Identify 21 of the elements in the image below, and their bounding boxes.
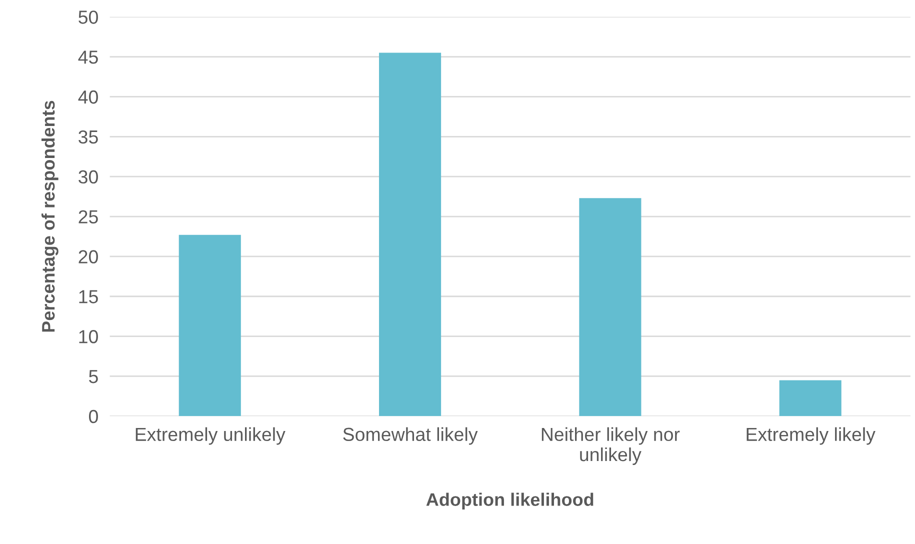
y-tick-label: 25 bbox=[78, 210, 98, 224]
y-tick-label: 20 bbox=[78, 250, 98, 264]
bar bbox=[379, 52, 442, 416]
y-tick-label: 30 bbox=[78, 170, 98, 184]
y-tick-label: 10 bbox=[79, 330, 98, 344]
bar bbox=[579, 198, 642, 416]
y-tick-label: 45 bbox=[78, 50, 98, 64]
y-tick-label: 15 bbox=[79, 290, 98, 304]
bar bbox=[779, 380, 842, 416]
bar bbox=[178, 234, 241, 416]
x-tick-label: Neither likely nor unlikely bbox=[542, 427, 680, 465]
y-tick-label: 5 bbox=[89, 370, 98, 384]
x-tick-label: Extremely unlikely bbox=[136, 427, 286, 445]
y-tick-label: 50 bbox=[78, 10, 98, 24]
y-axis-title: Percentage of respondents bbox=[41, 100, 58, 332]
x-tick-label: Somewhat likely bbox=[343, 427, 478, 445]
x-tick-label: Extremely likely bbox=[746, 427, 876, 445]
y-tick-label: 0 bbox=[88, 410, 98, 424]
y-tick-label: 35 bbox=[78, 130, 98, 144]
y-tick-label: 40 bbox=[78, 90, 98, 104]
x-axis-title: Adoption likelihood bbox=[426, 492, 594, 510]
